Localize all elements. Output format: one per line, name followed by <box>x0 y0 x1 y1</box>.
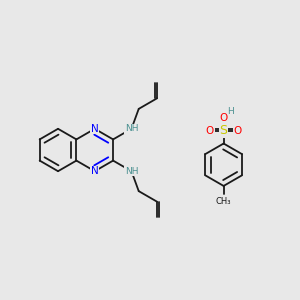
Text: O: O <box>206 126 214 136</box>
Text: NH: NH <box>125 124 138 133</box>
Text: O: O <box>220 113 228 123</box>
Text: O: O <box>233 126 242 136</box>
Text: NH: NH <box>125 167 138 176</box>
Text: N: N <box>91 124 99 134</box>
Text: H: H <box>227 107 233 116</box>
Text: N: N <box>91 166 99 176</box>
Text: S: S <box>220 124 228 137</box>
Text: CH₃: CH₃ <box>216 197 231 206</box>
